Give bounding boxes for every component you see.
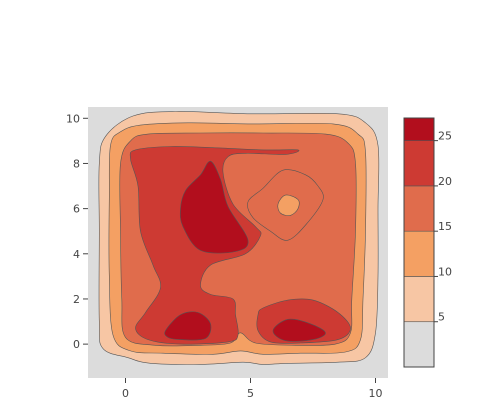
colorbar-tick-label-3: 20	[438, 175, 452, 188]
colorbar-band-5	[403, 117, 435, 141]
colorbar: 5 10 15 20 25	[403, 117, 452, 368]
x-tick-label-1: 5	[247, 387, 254, 400]
colorbar-tick-label-2: 15	[438, 220, 452, 233]
contour-region-7	[272, 318, 326, 342]
colorbar-band-3	[403, 185, 435, 232]
colorbar-frame	[403, 117, 435, 368]
contour-region-9	[277, 194, 300, 216]
colorbar-band-1	[403, 276, 435, 323]
contour-region-6	[164, 311, 212, 341]
y-tick-label-3: 6	[73, 203, 80, 216]
x-tick-label-2: 10	[369, 387, 383, 400]
colorbar-band-2	[403, 230, 435, 277]
y-axis: 0 2 4 6 8 10	[66, 112, 88, 351]
y-tick-label-0: 0	[73, 338, 80, 351]
contour-region-5	[179, 160, 249, 254]
contour-regions	[98, 111, 380, 365]
colorbar-band-0	[403, 321, 435, 368]
y-tick-label-5: 10	[66, 112, 80, 125]
colorbar-tick-label-4: 25	[438, 130, 452, 143]
colorbar-band-4	[403, 140, 435, 187]
y-tick-label-4: 8	[73, 157, 80, 170]
colorbar-tick-label-1: 10	[438, 265, 452, 278]
colorbar-tick-label-0: 5	[438, 311, 445, 324]
x-tick-label-0: 0	[122, 387, 129, 400]
y-tick-label-1: 2	[73, 293, 80, 306]
x-axis: 0 5 10	[122, 378, 383, 400]
y-tick-label-2: 4	[73, 248, 80, 261]
